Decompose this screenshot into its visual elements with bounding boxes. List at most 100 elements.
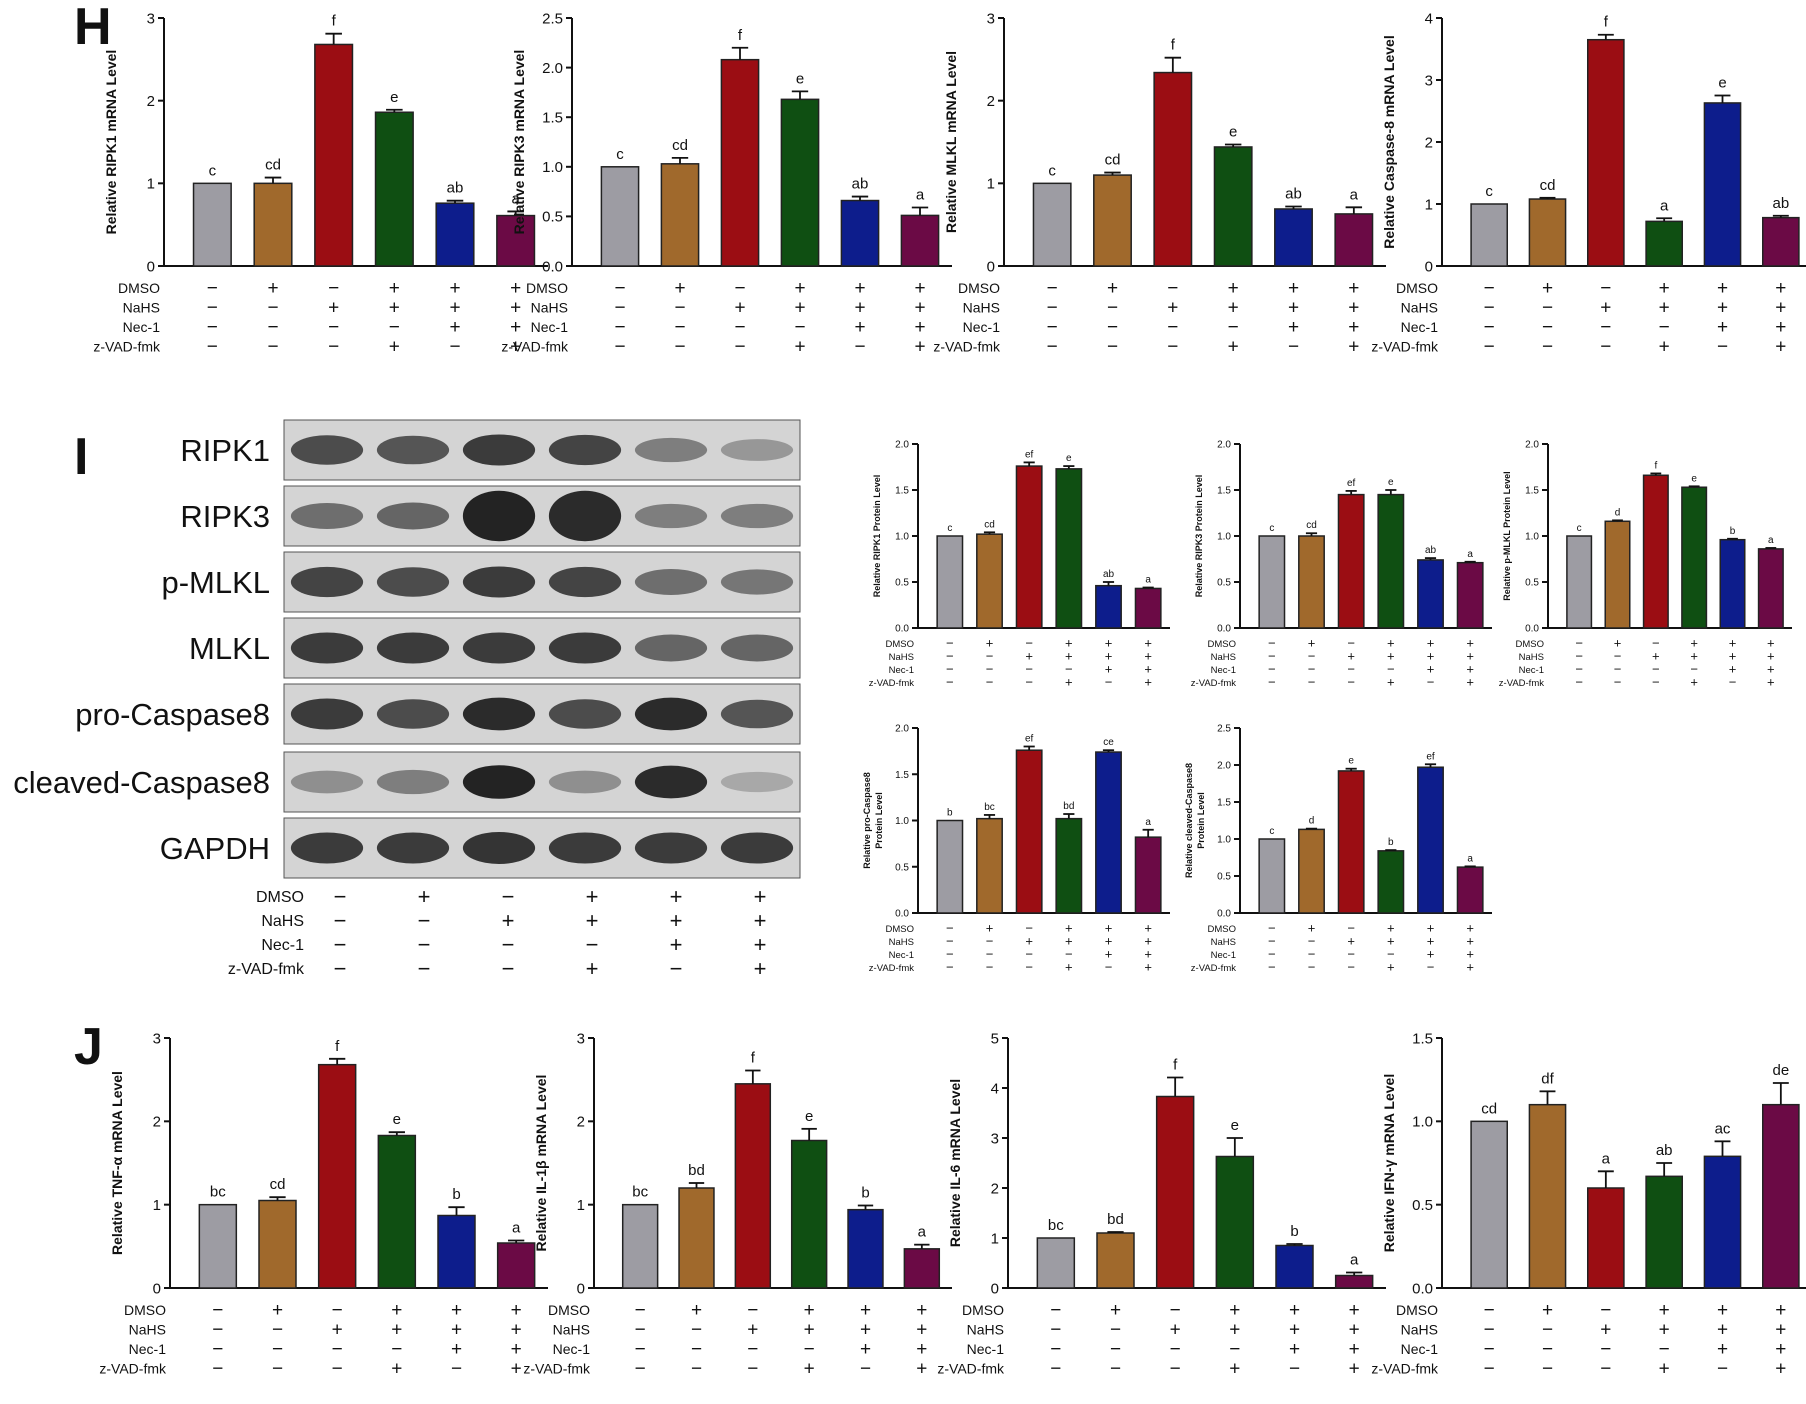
condition-sign: − [328, 337, 339, 358]
y-tick-label: 1 [577, 1197, 585, 1214]
blot-band [290, 632, 364, 664]
condition-label: DMSO [886, 924, 915, 935]
condition-sign: + [1387, 960, 1395, 975]
blot-band [290, 698, 364, 730]
blot-band [548, 770, 622, 794]
condition-sign: + [1288, 298, 1299, 319]
condition-sign: − [635, 1339, 646, 1360]
condition-label: z-VAD-fmk [1371, 339, 1439, 355]
condition-sign: − [1268, 960, 1276, 975]
condition-sign: − [1600, 1359, 1611, 1380]
blot-band [290, 435, 364, 465]
condition-sign: + [1466, 934, 1474, 949]
condition-sign: + [1105, 649, 1113, 664]
condition-sign: − [986, 947, 994, 962]
y-tick-label: 0.0 [1217, 909, 1231, 920]
y-tick-label: 0.5 [542, 209, 563, 226]
condition-sign: − [804, 1339, 815, 1360]
blot-condition-sign: + [754, 956, 767, 981]
blot-band [462, 765, 536, 799]
condition-sign: − [1484, 1339, 1495, 1360]
condition-sign: + [1775, 1339, 1786, 1360]
chart-8: 0.0 0.5 1.0 1.5 2.0 Relative pro-Caspase8 Prot… [862, 724, 1170, 975]
bar [253, 182, 293, 267]
bar [1258, 838, 1286, 914]
y-axis-label: Relative IL-1β mRNA Level [533, 1075, 549, 1252]
y-tick-label: 1 [147, 176, 155, 193]
condition-sign: + [986, 921, 994, 936]
condition-sign: + [794, 337, 805, 358]
condition-sign: + [1170, 1320, 1181, 1341]
blot-membrane [283, 751, 801, 813]
condition-sign: − [1105, 960, 1113, 975]
significance-letter: a [1145, 817, 1151, 828]
condition-sign: − [946, 649, 954, 664]
y-tick-label: 1.5 [1217, 798, 1231, 809]
bar [1528, 198, 1567, 267]
condition-sign: − [1170, 1359, 1181, 1380]
condition-sign: − [1229, 1339, 1240, 1360]
condition-sign: − [1308, 662, 1316, 677]
condition-sign: + [1105, 662, 1113, 677]
bar [1055, 468, 1083, 629]
condition-sign: − [1308, 960, 1316, 975]
condition-sign: + [860, 1320, 871, 1341]
significance-letter: f [751, 1050, 756, 1067]
condition-label: z-VAD-fmk [933, 339, 1001, 355]
significance-letter: e [1348, 756, 1354, 767]
condition-sign: − [272, 1359, 283, 1380]
condition-sign: − [854, 337, 865, 358]
y-tick-label: 0.0 [895, 909, 909, 920]
bar [1470, 1120, 1509, 1289]
condition-sign: + [451, 1300, 462, 1321]
significance-letter: c [1269, 826, 1274, 837]
significance-letter: ab [1656, 1142, 1673, 1159]
condition-sign: − [1427, 675, 1435, 690]
condition-sign: + [734, 298, 745, 319]
condition-sign: − [1025, 675, 1033, 690]
condition-sign: + [1717, 278, 1728, 299]
condition-label: Nec-1 [1211, 950, 1236, 961]
significance-letter: ab [1425, 545, 1437, 556]
significance-letter: e [796, 70, 804, 87]
condition-sign: − [1600, 337, 1611, 358]
condition-sign: − [212, 1320, 223, 1341]
condition-label: NaHS [963, 300, 1000, 316]
significance-letter: b [1290, 1223, 1298, 1240]
y-tick-label: 0.5 [1217, 578, 1231, 589]
y-tick-label: 0.0 [542, 258, 563, 275]
blot-band [634, 697, 708, 731]
condition-sign: + [1427, 921, 1435, 936]
bar [258, 1199, 297, 1289]
condition-sign: − [1050, 1300, 1061, 1321]
y-tick-label: 0 [577, 1280, 585, 1297]
bar [936, 535, 964, 629]
condition-sign: − [614, 278, 625, 299]
bar [198, 1203, 238, 1289]
y-tick-label: 4 [1425, 10, 1433, 27]
bar [377, 1134, 417, 1289]
condition-sign: + [449, 278, 460, 299]
condition-sign: + [986, 636, 994, 651]
blot-condition-sign: − [418, 908, 431, 933]
y-axis-label: Relative IL-6 mRNA Level [947, 1079, 963, 1247]
condition-sign: − [1387, 947, 1395, 962]
condition-sign: + [1065, 934, 1073, 949]
condition-sign: − [267, 317, 278, 338]
blot-band [548, 632, 622, 664]
condition-sign: + [914, 317, 925, 338]
condition-sign: + [1466, 636, 1474, 651]
condition-sign: + [1690, 649, 1698, 664]
condition-label: z-VAD-fmk [1371, 1361, 1439, 1377]
blot-band [720, 771, 794, 793]
blot-band [376, 769, 450, 795]
blot-band [462, 632, 536, 664]
condition-sign: + [1229, 1320, 1240, 1341]
condition-sign: − [1542, 1339, 1553, 1360]
y-axis-label: Relative RIPK1 mRNA Level [103, 50, 119, 235]
blot-condition-sign: + [586, 908, 599, 933]
y-tick-label: 0.5 [1412, 1197, 1433, 1214]
chart-2: 0.0 0.5 1.0 1.5 2.0 2.5 Relative RIPK3 mRNA Le… [501, 10, 952, 358]
